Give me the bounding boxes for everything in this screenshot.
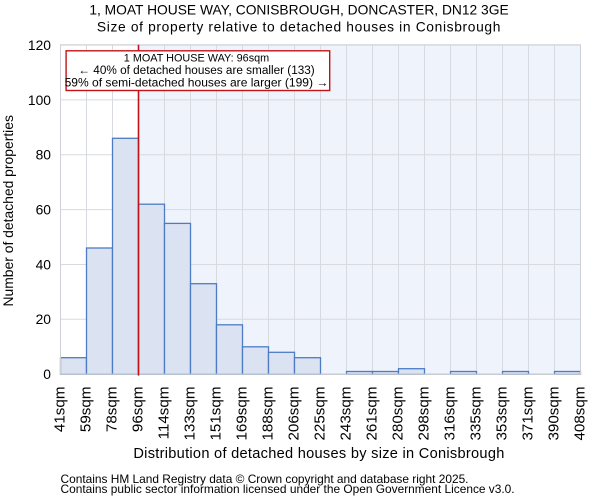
svg-text:371sqm: 371sqm <box>519 387 536 441</box>
svg-text:390sqm: 390sqm <box>545 387 562 441</box>
svg-text:206sqm: 206sqm <box>285 387 302 441</box>
svg-text:41sqm: 41sqm <box>51 387 68 433</box>
svg-text:114sqm: 114sqm <box>155 387 172 440</box>
svg-text:96sqm: 96sqm <box>129 387 146 433</box>
svg-text:100: 100 <box>28 92 51 108</box>
svg-text:78sqm: 78sqm <box>103 387 120 433</box>
svg-text:59sqm: 59sqm <box>77 387 94 433</box>
svg-text:353sqm: 353sqm <box>493 387 510 441</box>
svg-text:335sqm: 335sqm <box>467 387 484 441</box>
svg-text:60: 60 <box>36 202 52 218</box>
svg-text:Size of property relative to d: Size of property relative to detached ho… <box>97 19 501 34</box>
svg-text:Contains public sector informa: Contains public sector information licen… <box>61 482 515 496</box>
svg-text:169sqm: 169sqm <box>233 387 250 441</box>
svg-text:← 40% of detached houses are s: ← 40% of detached houses are smaller (13… <box>78 64 315 77</box>
svg-text:243sqm: 243sqm <box>337 387 354 441</box>
svg-text:59% of semi-detached houses ar: 59% of semi-detached houses are larger (… <box>65 76 329 90</box>
svg-text:Number of detached properties: Number of detached properties <box>0 115 16 307</box>
svg-text:20: 20 <box>36 311 52 327</box>
svg-text:Contains HM Land Registry data: Contains HM Land Registry data © Crown c… <box>61 472 469 486</box>
svg-text:188sqm: 188sqm <box>259 387 276 441</box>
svg-text:225sqm: 225sqm <box>311 387 328 441</box>
svg-text:40: 40 <box>36 256 52 272</box>
svg-text:408sqm: 408sqm <box>571 387 588 441</box>
svg-text:151sqm: 151sqm <box>207 387 224 441</box>
svg-text:0: 0 <box>43 366 51 382</box>
svg-text:133sqm: 133sqm <box>181 387 198 441</box>
svg-text:298sqm: 298sqm <box>415 387 432 441</box>
svg-text:261sqm: 261sqm <box>363 387 380 441</box>
svg-text:80: 80 <box>36 147 52 163</box>
svg-text:1, MOAT HOUSE WAY, CONISBROUGH: 1, MOAT HOUSE WAY, CONISBROUGH, DONCASTE… <box>89 2 508 17</box>
svg-text:1 MOAT HOUSE WAY: 96sqm: 1 MOAT HOUSE WAY: 96sqm <box>124 53 269 65</box>
svg-text:120: 120 <box>28 37 51 53</box>
svg-text:Distribution of detached house: Distribution of detached houses by size … <box>133 446 504 462</box>
svg-text:316sqm: 316sqm <box>441 387 458 441</box>
svg-text:280sqm: 280sqm <box>389 387 406 441</box>
